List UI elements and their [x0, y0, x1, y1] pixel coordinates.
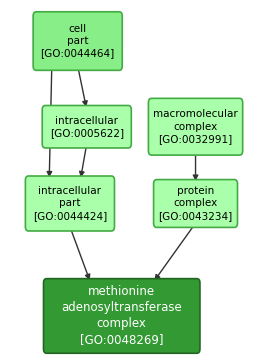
Text: intracellular
[GO:0005622]: intracellular [GO:0005622]	[50, 116, 124, 138]
FancyBboxPatch shape	[25, 176, 114, 231]
FancyBboxPatch shape	[42, 106, 131, 148]
FancyBboxPatch shape	[154, 180, 238, 227]
FancyBboxPatch shape	[44, 278, 200, 353]
Text: cell
part
[GO:0044464]: cell part [GO:0044464]	[41, 24, 115, 59]
Text: protein
complex
[GO:0043234]: protein complex [GO:0043234]	[159, 186, 233, 221]
Text: intracellular
part
[GO:0044424]: intracellular part [GO:0044424]	[33, 186, 107, 221]
FancyBboxPatch shape	[33, 12, 122, 70]
FancyBboxPatch shape	[148, 98, 243, 155]
Text: macromolecular
complex
[GO:0032991]: macromolecular complex [GO:0032991]	[153, 109, 238, 144]
Text: methionine
adenosyltransferase
complex
[GO:0048269]: methionine adenosyltransferase complex […	[61, 286, 182, 346]
